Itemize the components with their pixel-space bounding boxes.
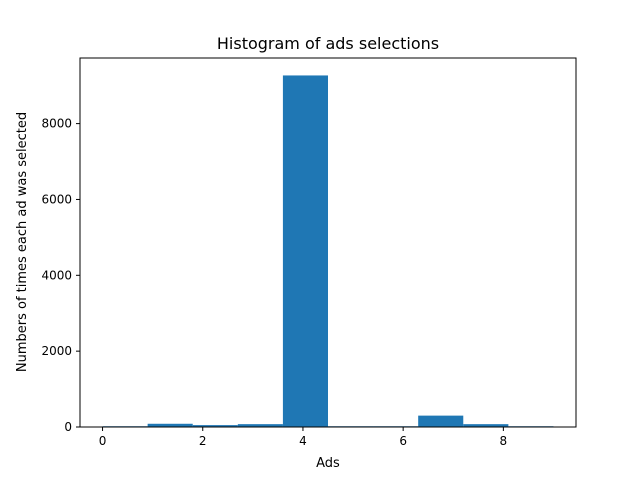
y-tick-label: 6000 xyxy=(41,192,72,206)
histogram-bar xyxy=(237,424,283,427)
histogram-bar xyxy=(418,415,464,427)
y-tick-label: 4000 xyxy=(41,268,72,282)
x-tick-label: 4 xyxy=(299,434,307,448)
x-ticks-group: 0 2 4 6 8 xyxy=(99,427,507,448)
plot-area-frame xyxy=(79,57,577,428)
y-tick-label: 2000 xyxy=(41,344,72,358)
bars-group xyxy=(102,75,554,428)
x-tick-label: 0 xyxy=(99,434,107,448)
histogram-bar xyxy=(147,423,193,427)
y-tick-label: 0 xyxy=(64,420,72,434)
histogram-bar xyxy=(463,424,509,427)
x-tick-label: 2 xyxy=(199,434,207,448)
y-tick-label: 8000 xyxy=(41,117,72,131)
x-axis-label: Ads xyxy=(316,456,340,471)
chart-title: Histogram of ads selections xyxy=(217,34,439,53)
x-tick-label: 6 xyxy=(399,434,407,448)
histogram-bar xyxy=(192,425,238,427)
y-ticks-group: 0 2000 4000 6000 8000 xyxy=(41,117,80,434)
y-axis-label: Numbers of times each ad was selected xyxy=(15,112,30,372)
x-tick-label: 8 xyxy=(500,434,508,448)
histogram-bar xyxy=(282,75,328,428)
